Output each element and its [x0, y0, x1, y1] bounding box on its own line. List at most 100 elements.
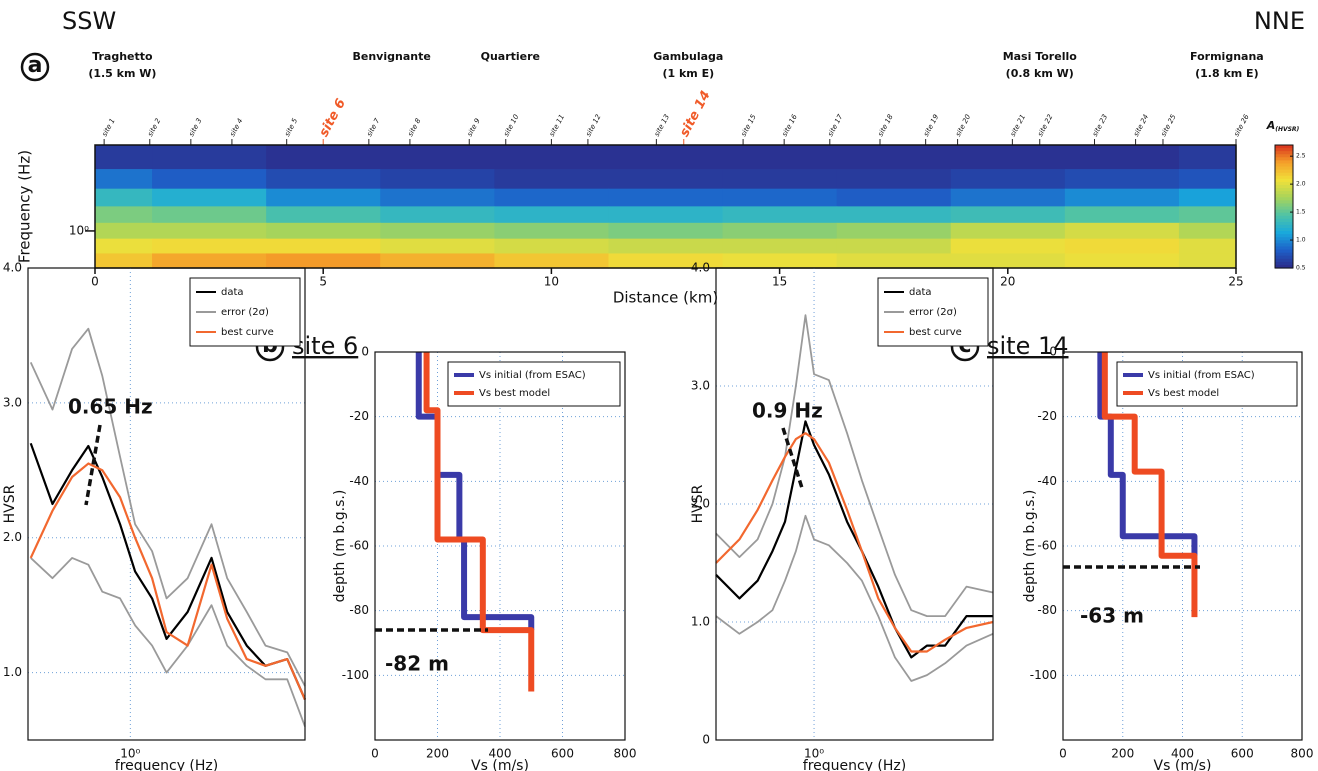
heatmap-cell — [722, 253, 838, 269]
x-tick-label: 800 — [614, 747, 637, 761]
profile-line — [423, 352, 535, 692]
heatmap-cell — [380, 222, 495, 240]
colorbar-swatch — [1275, 209, 1293, 214]
x-tick-label: 0 — [1059, 747, 1067, 761]
colorbar-swatch — [1275, 197, 1293, 201]
y-tick-label: 0 — [702, 733, 710, 747]
y-axis-label: Frequency (Hz) — [16, 150, 34, 263]
town-note: (1 km E) — [662, 67, 714, 80]
heatmap-cell — [1064, 253, 1180, 269]
y-tick-label: 1.0 — [3, 665, 22, 679]
site-label: site 6 — [317, 96, 349, 139]
site-label: site 7 — [365, 117, 381, 138]
heatmap-cell — [95, 222, 153, 240]
plot-frame — [374, 351, 626, 741]
colorbar-swatch — [1275, 160, 1293, 165]
town-note: (0.8 km W) — [1006, 67, 1074, 80]
x-tick-label: 10⁰ — [804, 747, 824, 761]
heatmap-cell — [266, 169, 381, 190]
error-lower-line — [30, 557, 306, 727]
series-line — [715, 314, 994, 617]
legend-label: error (2σ) — [221, 307, 269, 318]
site-label: site 11 — [548, 113, 566, 138]
series-line — [29, 442, 307, 700]
site-label: site 12 — [584, 113, 602, 138]
y-tick-label: 0 — [361, 345, 369, 359]
colorbar-swatch — [1275, 249, 1293, 254]
x-tick-label: 400 — [489, 747, 512, 761]
colorbar-swatch — [1275, 181, 1293, 186]
legend-label: Vs best model — [1148, 388, 1219, 399]
heatmap-cell — [380, 188, 495, 207]
town-note: (1.8 km E) — [1195, 67, 1259, 80]
colorbar-swatch — [1275, 237, 1293, 241]
heatmap-cell — [152, 238, 267, 255]
site-label: site 21 — [1009, 113, 1027, 138]
colorbar-label: A(HVSR) — [1266, 119, 1300, 133]
heatmap-cell — [380, 145, 495, 170]
heatmap — [95, 145, 1237, 269]
heatmap-cell — [950, 145, 1066, 170]
y-tick-label: -40 — [1037, 474, 1057, 488]
y-tick-label: -20 — [1037, 409, 1057, 423]
colorbar-tick-label: 2.0 — [1296, 181, 1306, 188]
colorbar-tick-label: 1.5 — [1296, 209, 1306, 216]
site-label: site 9 — [466, 117, 482, 138]
heatmap-cell — [608, 145, 724, 170]
annotation: -82 m — [385, 652, 449, 676]
x-tick-label: 5 — [319, 275, 327, 289]
site-label: site 16 — [781, 113, 799, 138]
x-tick-label: 600 — [551, 747, 574, 761]
heatmap-cell — [380, 169, 495, 190]
heatmap-cell — [1064, 206, 1180, 224]
colorbar-swatch — [1275, 154, 1293, 158]
annotation: 0.9 Hz — [752, 399, 823, 423]
site-label: site 15 — [740, 113, 758, 138]
y-tick-label: 2.0 — [3, 530, 22, 544]
site-label: site 8 — [406, 117, 422, 138]
colorbar-swatch — [1275, 240, 1293, 244]
town-label: Quartiere — [481, 50, 540, 63]
legend-label: data — [221, 287, 244, 298]
x-tick-label: 0 — [91, 275, 99, 289]
plot-frame — [94, 144, 1237, 269]
colorbar-swatch — [1275, 206, 1293, 211]
site-label: site 14 — [677, 88, 714, 139]
heatmap-cell — [1064, 238, 1180, 255]
heatmap-cell — [95, 188, 153, 207]
legend-box — [1116, 361, 1298, 407]
y-tick-label: 4.0 — [691, 261, 710, 275]
colorbar-swatch — [1275, 184, 1293, 189]
y-tick-label: 10⁰ — [69, 223, 89, 237]
y-axis-label: HVSR — [690, 484, 706, 523]
heatmap-cell — [950, 253, 1066, 269]
heatmap-cell — [1178, 169, 1237, 190]
colorbar-swatch — [1275, 194, 1293, 198]
y-axis-label: depth (m b.g.s.) — [332, 490, 348, 603]
plot-frame — [1062, 351, 1303, 741]
y-tick-label: -40 — [349, 474, 369, 488]
y-axis-label: depth (m b.g.s.) — [1022, 490, 1038, 603]
x-tick-label: 600 — [1231, 747, 1254, 761]
y-tick-label: -60 — [349, 539, 369, 553]
colorbar-swatch — [1275, 148, 1293, 152]
colorbar-swatch — [1275, 218, 1293, 223]
legend-label: data — [909, 287, 932, 298]
heatmap-cell — [494, 188, 610, 207]
x-tick-label: 800 — [1291, 747, 1314, 761]
annotation: 0.65 Hz — [68, 395, 153, 419]
heatmap-cell — [722, 206, 838, 224]
colorbar-swatch — [1275, 188, 1293, 192]
colorbar-frame — [1274, 144, 1294, 269]
heatmap-cell — [1064, 145, 1180, 170]
colorbar-swatch — [1275, 231, 1293, 235]
x-axis-label: Vs (m/s) — [471, 758, 529, 771]
colorbar-tick-label: 0.5 — [1296, 265, 1306, 272]
heatmap-cell — [608, 253, 724, 269]
site-label: site 13 — [653, 113, 671, 138]
y-tick-label: -80 — [1037, 603, 1057, 617]
heatmap-cell — [722, 145, 838, 170]
heatmap-cell — [266, 222, 381, 240]
heatmap-cell — [494, 206, 610, 224]
colorbar-swatch — [1275, 172, 1293, 177]
